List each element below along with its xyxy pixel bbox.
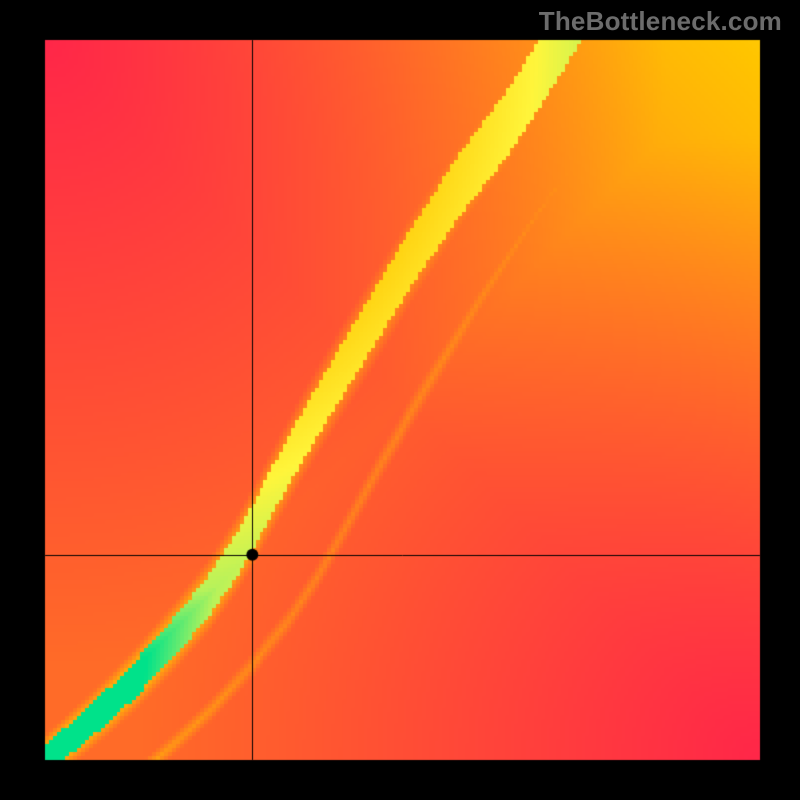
crosshair-overlay (0, 0, 800, 800)
chart-stage: TheBottleneck.com (0, 0, 800, 800)
watermark-label: TheBottleneck.com (539, 6, 782, 37)
